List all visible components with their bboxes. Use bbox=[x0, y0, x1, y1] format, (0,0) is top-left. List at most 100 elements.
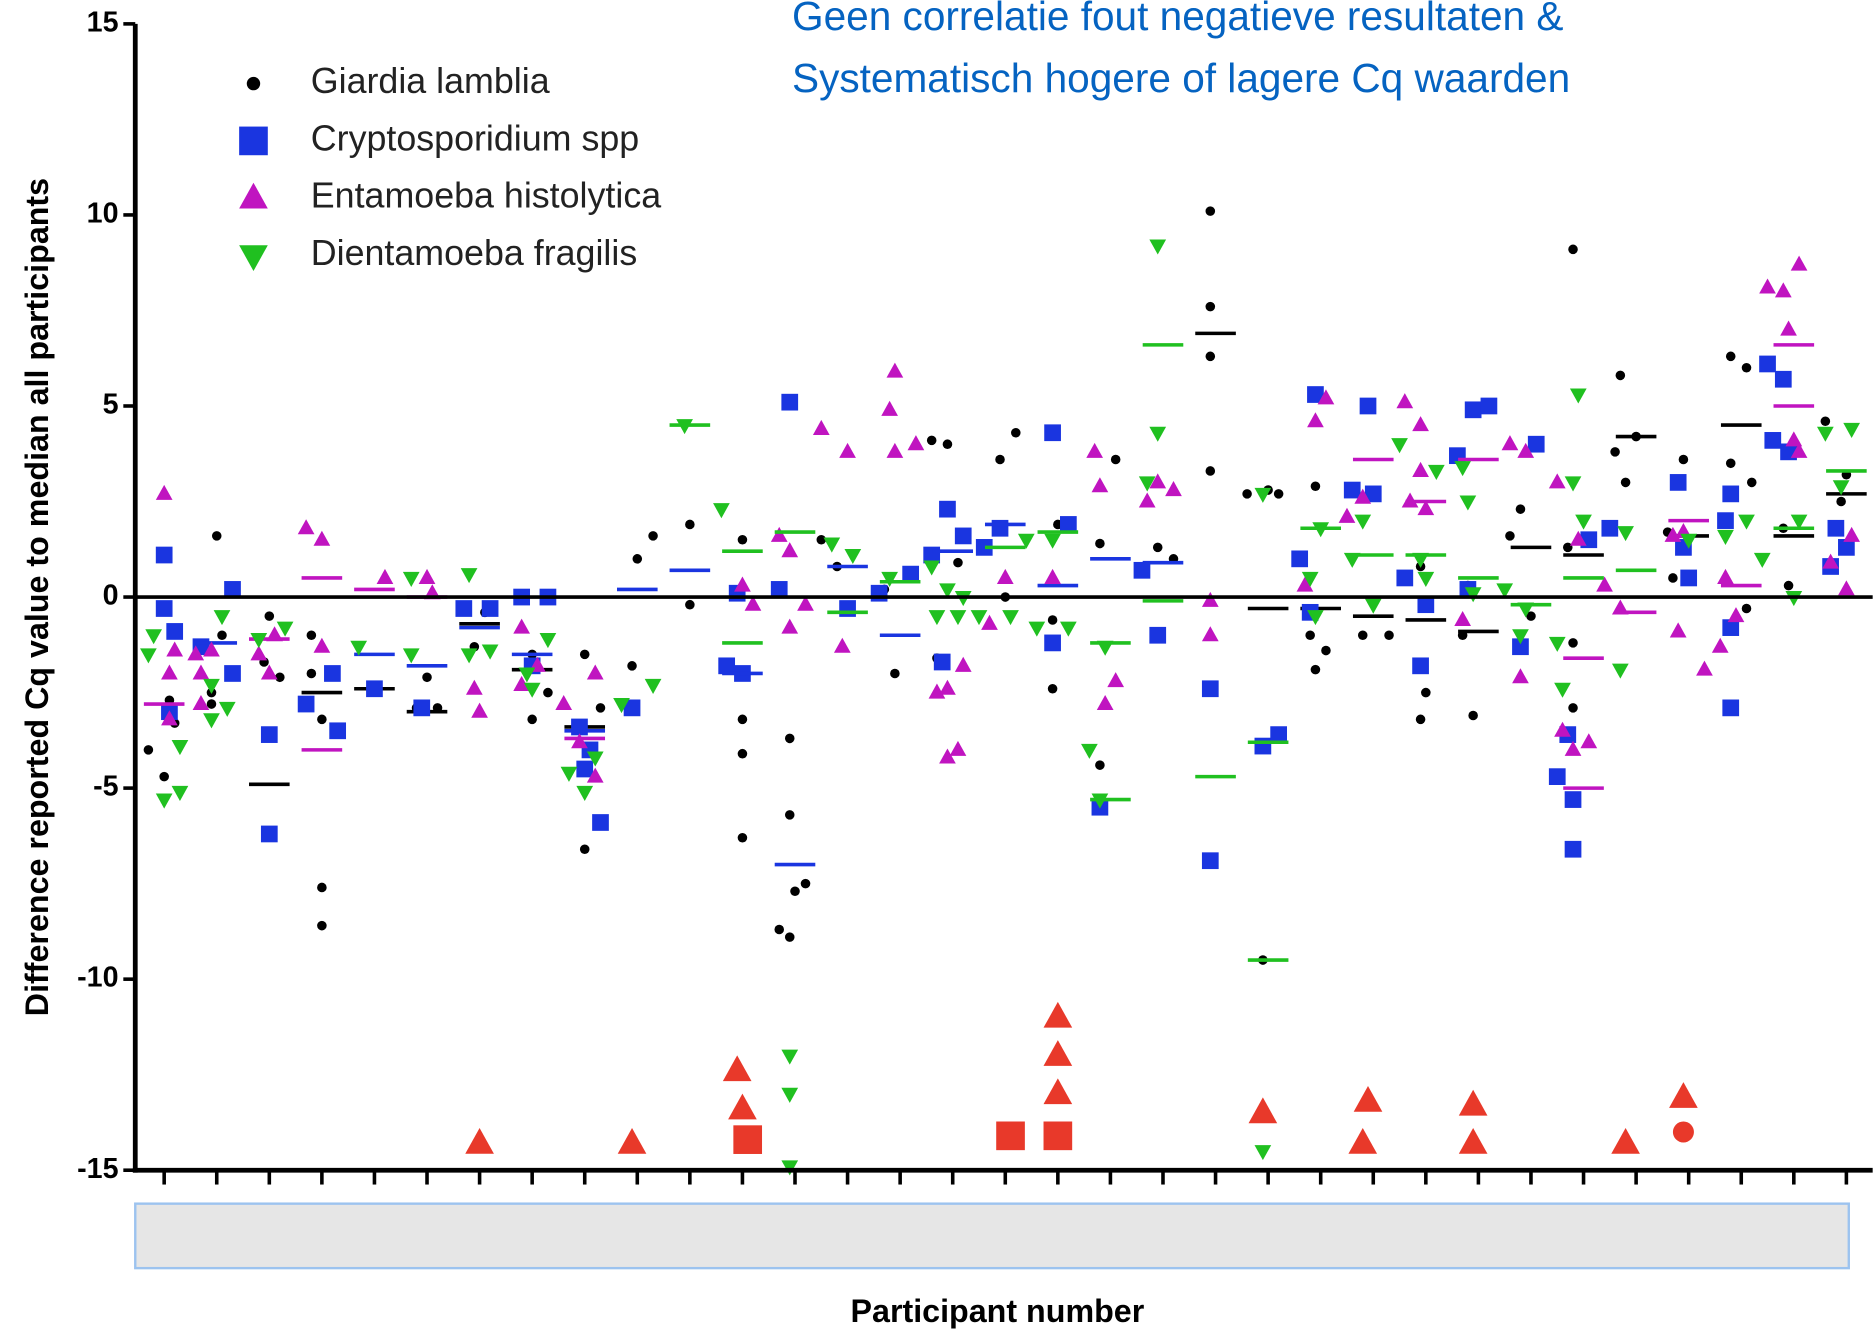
point bbox=[1548, 473, 1566, 489]
point bbox=[1464, 587, 1482, 603]
point bbox=[1060, 621, 1077, 637]
point bbox=[1554, 721, 1571, 737]
point bbox=[797, 595, 814, 611]
point bbox=[928, 610, 946, 626]
point bbox=[644, 678, 662, 694]
point bbox=[471, 702, 488, 718]
point bbox=[1291, 550, 1309, 568]
point bbox=[1321, 645, 1331, 656]
point bbox=[460, 648, 478, 664]
point bbox=[217, 630, 227, 641]
point bbox=[1464, 401, 1482, 419]
point bbox=[297, 695, 315, 713]
point bbox=[1517, 442, 1535, 458]
point bbox=[1717, 512, 1734, 529]
point bbox=[1047, 615, 1058, 625]
point bbox=[1512, 638, 1529, 656]
point bbox=[518, 667, 536, 683]
point bbox=[171, 740, 189, 756]
point bbox=[939, 748, 956, 764]
point bbox=[155, 484, 173, 500]
point bbox=[1696, 660, 1713, 676]
point bbox=[737, 714, 748, 725]
point bbox=[685, 599, 695, 610]
point bbox=[933, 653, 951, 671]
point bbox=[313, 637, 331, 653]
point bbox=[627, 661, 637, 671]
point bbox=[155, 546, 173, 564]
point bbox=[1357, 630, 1368, 641]
point bbox=[297, 519, 315, 535]
point bbox=[713, 503, 730, 519]
point bbox=[1515, 504, 1526, 514]
point bbox=[970, 610, 988, 626]
point bbox=[1359, 397, 1377, 415]
point bbox=[774, 924, 785, 935]
point bbox=[576, 760, 594, 778]
point bbox=[1417, 571, 1435, 587]
plot-area bbox=[140, 206, 1867, 1176]
point bbox=[942, 439, 953, 449]
point bbox=[734, 576, 751, 592]
point bbox=[737, 534, 748, 545]
point bbox=[890, 668, 900, 679]
point bbox=[586, 664, 604, 680]
point bbox=[1095, 538, 1105, 549]
point bbox=[1201, 852, 1219, 870]
point bbox=[1201, 626, 1219, 642]
point bbox=[770, 526, 788, 542]
point bbox=[1669, 622, 1687, 638]
point bbox=[870, 584, 888, 602]
point bbox=[571, 733, 588, 749]
point bbox=[513, 618, 531, 634]
point bbox=[1165, 481, 1182, 497]
point bbox=[1727, 607, 1745, 623]
point bbox=[1568, 703, 1578, 713]
point bbox=[1722, 485, 1740, 503]
point bbox=[166, 641, 184, 657]
point bbox=[1417, 500, 1435, 516]
annotation: Geen correlatie fout negatieve resultate… bbox=[792, 0, 1563, 39]
point bbox=[1205, 466, 1216, 476]
point bbox=[1060, 516, 1077, 533]
legend-marker bbox=[239, 182, 268, 209]
point bbox=[1668, 573, 1678, 583]
point bbox=[1391, 438, 1408, 454]
point bbox=[1832, 480, 1850, 496]
false-negative-point bbox=[1248, 1097, 1278, 1124]
point bbox=[1095, 760, 1105, 770]
point bbox=[1759, 355, 1776, 373]
point bbox=[1044, 568, 1061, 584]
point bbox=[1717, 529, 1734, 545]
point bbox=[1678, 454, 1689, 465]
false-negative-point bbox=[1458, 1127, 1488, 1154]
point bbox=[143, 745, 154, 755]
point bbox=[324, 665, 341, 682]
point bbox=[306, 630, 317, 641]
point bbox=[1774, 282, 1792, 298]
point bbox=[881, 400, 898, 416]
point bbox=[224, 581, 241, 598]
point bbox=[161, 710, 178, 726]
point bbox=[211, 531, 222, 541]
point bbox=[613, 698, 630, 714]
point bbox=[1110, 454, 1121, 465]
point bbox=[576, 785, 594, 801]
point bbox=[402, 648, 420, 664]
point bbox=[1310, 664, 1321, 675]
point bbox=[527, 714, 537, 725]
point bbox=[844, 548, 862, 565]
point bbox=[586, 767, 604, 783]
point bbox=[155, 600, 173, 617]
point bbox=[1364, 598, 1382, 614]
point bbox=[1415, 714, 1426, 725]
point bbox=[1138, 476, 1156, 492]
point bbox=[1307, 412, 1324, 428]
false-negative-point bbox=[465, 1127, 494, 1154]
point bbox=[1201, 680, 1219, 698]
point bbox=[886, 442, 904, 458]
y-axis-title: Difference reported Cq value to median a… bbox=[19, 178, 55, 1016]
point bbox=[1301, 571, 1319, 587]
point bbox=[1790, 255, 1808, 271]
